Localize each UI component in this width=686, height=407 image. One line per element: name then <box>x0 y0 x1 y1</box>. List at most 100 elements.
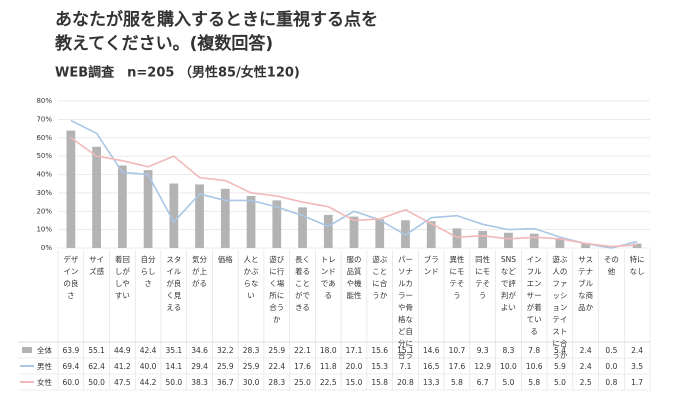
table-value: 28.3 <box>243 346 260 355</box>
table-value: 17.6 <box>449 362 466 371</box>
bar <box>426 221 436 248</box>
y-tick-label: 80% <box>36 97 52 105</box>
y-tick-label: 20% <box>36 207 52 215</box>
category-label: パーソナルカラーや骨格など自分に合う <box>397 255 413 360</box>
table-value: 15.0 <box>346 378 363 387</box>
category-label: サイズ感 <box>89 255 105 276</box>
table-value: 20.8 <box>397 378 414 387</box>
table-value: 34.6 <box>191 346 208 355</box>
category-label: 自分らしさ <box>140 255 156 288</box>
table-value: 5.9 <box>554 362 566 371</box>
table-value: 10.0 <box>500 362 517 371</box>
y-tick-label: 50% <box>36 152 52 160</box>
bar <box>246 195 256 248</box>
table-value: 2.4 <box>631 346 643 355</box>
category-label: 長く着ることができる <box>295 255 310 312</box>
table-value: 42.4 <box>140 346 157 355</box>
table-value: 0.0 <box>605 362 617 371</box>
table-value: 30.0 <box>243 378 260 387</box>
table-value: 41.2 <box>114 362 131 371</box>
table-value: 7.8 <box>528 346 540 355</box>
table-value: 2.4 <box>580 346 592 355</box>
table-value: 16.5 <box>423 362 440 371</box>
bar <box>478 230 488 248</box>
chart-title: あなたが服を購入するときに重視する点を <box>55 9 378 30</box>
table-value: 22.4 <box>268 362 285 371</box>
table-value: 12.9 <box>474 362 491 371</box>
table-value: 47.5 <box>114 378 131 387</box>
table-value: 2.4 <box>580 362 592 371</box>
table-value: 44.2 <box>140 378 157 387</box>
category-label: 気分が上がる <box>192 255 208 288</box>
table-value: 5.0 <box>554 378 566 387</box>
bar <box>169 183 179 248</box>
table-value: 63.9 <box>63 346 80 355</box>
category-label: 遊ぶことに合うか <box>372 255 388 300</box>
category-label: 価格 <box>217 255 233 264</box>
category-label: 異性にモテそう <box>449 255 465 300</box>
table-value: 50.0 <box>165 378 182 387</box>
bar <box>66 130 76 248</box>
table-value: 36.7 <box>217 378 234 387</box>
table-value: 35.1 <box>165 346 182 355</box>
bar <box>581 243 591 248</box>
category-label: その他 <box>603 255 619 276</box>
y-tick-label: 70% <box>36 115 52 123</box>
table-value: 40.0 <box>140 362 157 371</box>
chart-title: 教えてください。(複数回答) <box>54 33 273 54</box>
table-value: 5.0 <box>502 378 514 387</box>
table-value: 22.1 <box>294 346 311 355</box>
table-value: 25.9 <box>217 362 234 371</box>
table-value: 15.3 <box>371 362 388 371</box>
table-value: 18.0 <box>320 346 337 355</box>
y-tick-label: 40% <box>36 171 52 179</box>
category-label: スタイルが良く見える <box>166 255 182 312</box>
table-value: 7.1 <box>400 362 412 371</box>
bar <box>632 243 642 248</box>
y-tick-label: 60% <box>36 134 52 142</box>
table-value: 60.0 <box>63 378 80 387</box>
category-label: ブランド <box>423 255 439 276</box>
legend-label: 女性 <box>37 377 52 387</box>
category-label: 服の品質や機能性 <box>346 255 362 300</box>
bar <box>452 228 462 248</box>
bar <box>195 184 204 248</box>
table-value: 25.9 <box>268 346 285 355</box>
legend-label: 全体 <box>37 345 52 355</box>
table-value: 25.9 <box>243 362 260 371</box>
table-value: 50.0 <box>88 378 105 387</box>
table-value: 20.0 <box>346 362 363 371</box>
table-value: 14.1 <box>165 362 182 371</box>
table-value: 44.9 <box>114 346 131 355</box>
category-label: 同性にモテそう <box>475 255 491 300</box>
category-label: サステナブルな商品か <box>578 255 594 312</box>
table-value: 5.8 <box>528 378 540 387</box>
table-value: 10.7 <box>449 346 466 355</box>
y-tick-label: 10% <box>36 226 52 234</box>
table-value: 25.0 <box>294 378 311 387</box>
category-label: 遊ぶ人のファッションテイストに合うか <box>552 255 568 360</box>
bar <box>272 200 282 248</box>
bar <box>504 232 513 248</box>
table-value: 22.5 <box>320 378 337 387</box>
bar <box>298 207 307 248</box>
table-value: 17.1 <box>346 346 363 355</box>
table-value: 10.6 <box>526 362 543 371</box>
category-label: デザインの良さ <box>63 255 79 300</box>
category-label: 人とかぶらない <box>243 255 259 300</box>
y-tick-label: 30% <box>36 189 52 197</box>
table-value: 3.5 <box>631 362 643 371</box>
chart-subtitle: WEB調査 n=205 （男性85/女性120) <box>55 65 300 81</box>
bar <box>349 216 359 248</box>
table-value: 15.8 <box>371 378 388 387</box>
table-value: 13.3 <box>423 378 440 387</box>
table-value: 55.1 <box>88 346 105 355</box>
line <box>70 119 638 249</box>
category-label: 遊びに行く場所に合うか <box>269 255 285 324</box>
table-value: 1.7 <box>631 378 643 387</box>
table-value: 14.6 <box>423 346 440 355</box>
bar <box>117 165 127 248</box>
table-value: 38.3 <box>191 378 208 387</box>
